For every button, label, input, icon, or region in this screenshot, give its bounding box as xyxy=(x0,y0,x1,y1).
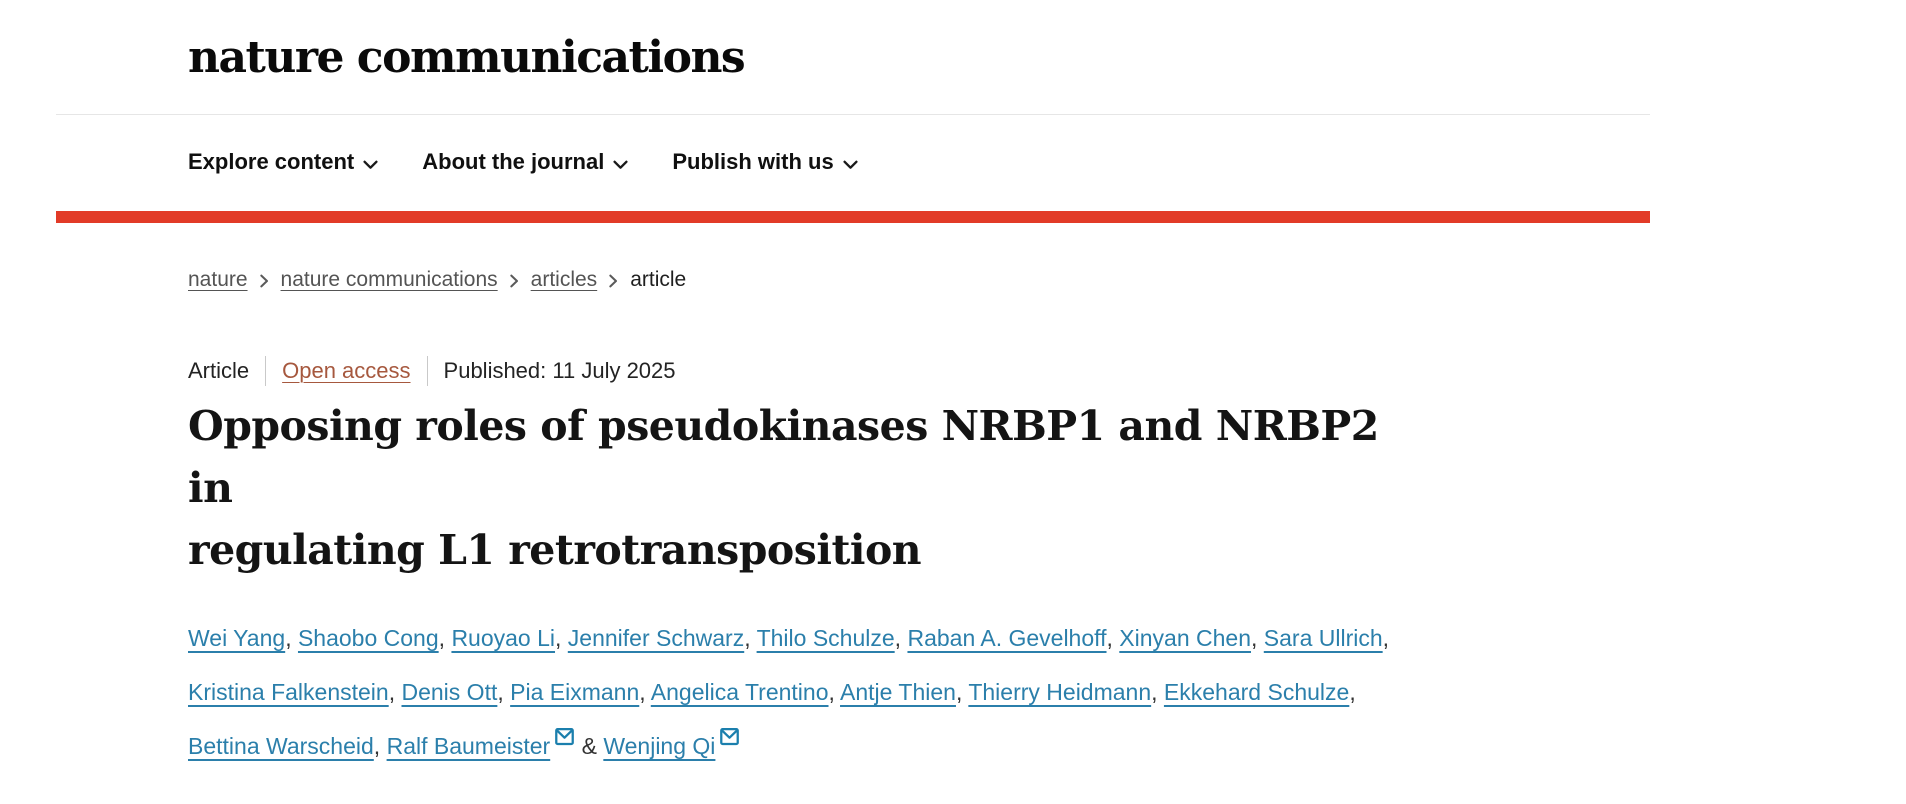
article-title: Opposing roles of pseudokinases NRBP1 an… xyxy=(56,395,1416,581)
author-item: Thierry Heidmann, xyxy=(968,679,1164,705)
nav-explore-content-label: Explore content xyxy=(188,148,355,174)
author-link[interactable]: Ekkehard Schulze xyxy=(1163,679,1350,705)
author-link[interactable]: Xinyan Chen xyxy=(1119,625,1251,651)
journal-logo[interactable]: nature communications xyxy=(188,32,746,83)
author-link[interactable]: Angelica Trentino xyxy=(650,679,829,705)
author-separator: , xyxy=(285,625,298,651)
author-separator: , xyxy=(828,679,841,705)
author-item: Xinyan Chen, xyxy=(1119,625,1263,651)
author-item: Jennifer Schwarz, xyxy=(568,625,757,651)
author-separator: , xyxy=(497,679,511,705)
main-nav: Explore content About the journal Publis… xyxy=(56,115,1650,211)
email-envelope-icon[interactable] xyxy=(719,712,740,766)
article-title-line-1: Opposing roles of pseudokinases NRBP1 an… xyxy=(188,402,1379,512)
author-separator: , xyxy=(1382,625,1390,651)
nav-publish-with-us[interactable]: Publish with us xyxy=(672,145,858,178)
chevron-down-icon xyxy=(363,148,378,178)
author-item: Wei Yang, xyxy=(188,625,298,651)
author-link[interactable]: Bettina Warscheid xyxy=(188,733,374,759)
author-separator: , xyxy=(744,625,757,651)
author-item: Wenjing Qi xyxy=(603,728,740,759)
author-separator: , xyxy=(555,625,568,651)
author-separator: , xyxy=(639,679,651,705)
author-link[interactable]: Ruoyao Li xyxy=(451,625,556,651)
author-item: Antje Thien, xyxy=(840,679,968,705)
author-item: Kristina Falkenstein, xyxy=(188,679,401,705)
chevron-right-icon xyxy=(259,274,269,288)
author-item: Raban A. Gevelhoff, xyxy=(907,625,1119,651)
author-separator: , xyxy=(1349,679,1356,705)
open-access-link[interactable]: Open access xyxy=(282,358,411,383)
email-envelope-icon[interactable] xyxy=(554,712,575,766)
breadcrumb-current: article xyxy=(630,268,687,291)
author-item: Sara Ullrich, xyxy=(1264,625,1389,651)
author-link[interactable]: Antje Thien xyxy=(840,679,956,705)
article-title-line-2: regulating L1 retrotransposition xyxy=(188,526,922,574)
author-link[interactable]: Ralf Baumeister xyxy=(386,733,551,759)
author-link[interactable]: Thierry Heidmann xyxy=(968,679,1152,705)
site-header: nature communications xyxy=(56,0,1650,115)
divider xyxy=(426,356,428,386)
chevron-right-icon xyxy=(509,274,519,288)
author-item: Thilo Schulze, xyxy=(757,625,908,651)
author-separator: , xyxy=(955,679,969,705)
nav-publish-with-us-label: Publish with us xyxy=(672,148,834,174)
author-separator: , xyxy=(1151,679,1164,705)
author-item: Ralf Baumeister & xyxy=(386,728,604,759)
author-item: Pia Eixmann, xyxy=(510,679,651,705)
nav-about-the-journal-label: About the journal xyxy=(422,148,605,174)
published-date: Published: 11 July 2025 xyxy=(443,358,676,383)
author-separator: & xyxy=(575,733,604,759)
author-item: Ekkehard Schulze, xyxy=(1164,679,1356,705)
author-link[interactable]: Jennifer Schwarz xyxy=(567,625,745,651)
author-list: Wei Yang, Shaobo Cong, Ruoyao Li, Jennif… xyxy=(56,611,1416,773)
author-item: Shaobo Cong, xyxy=(298,625,451,651)
author-separator: , xyxy=(373,733,387,759)
author-link[interactable]: Wenjing Qi xyxy=(603,733,716,759)
author-separator: , xyxy=(1251,625,1264,651)
author-link[interactable]: Kristina Falkenstein xyxy=(188,679,389,705)
brand-red-bar xyxy=(56,211,1650,223)
article-type-label: Article xyxy=(188,358,250,383)
author-separator: , xyxy=(388,679,402,705)
author-item: Denis Ott, xyxy=(401,679,510,705)
author-separator: , xyxy=(438,625,452,651)
breadcrumb-nature[interactable]: nature xyxy=(188,268,248,291)
article-meta: Article Open access Published: 11 July 2… xyxy=(56,355,1650,387)
author-link[interactable]: Thilo Schulze xyxy=(756,625,895,651)
author-item: Bettina Warscheid, xyxy=(188,733,387,759)
author-link[interactable]: Pia Eixmann xyxy=(510,679,640,705)
chevron-down-icon xyxy=(613,148,628,178)
author-link[interactable]: Denis Ott xyxy=(401,679,498,705)
breadcrumb-nature-communications[interactable]: nature communications xyxy=(280,268,498,291)
author-separator: , xyxy=(894,625,908,651)
author-item: Angelica Trentino, xyxy=(651,679,840,705)
author-separator: , xyxy=(1106,625,1120,651)
author-link[interactable]: Shaobo Cong xyxy=(297,625,439,651)
author-link[interactable]: Raban A. Gevelhoff xyxy=(907,625,1107,651)
divider xyxy=(265,356,267,386)
nav-about-the-journal[interactable]: About the journal xyxy=(422,145,628,178)
article-page: nature communications Explore content Ab… xyxy=(56,0,1650,804)
author-item: Ruoyao Li, xyxy=(451,625,567,651)
chevron-down-icon xyxy=(843,148,858,178)
author-link[interactable]: Sara Ullrich xyxy=(1263,625,1383,651)
nav-explore-content[interactable]: Explore content xyxy=(188,145,378,178)
breadcrumb-articles[interactable]: articles xyxy=(530,268,598,291)
chevron-right-icon xyxy=(609,274,618,288)
breadcrumb: nature nature communications articles ar… xyxy=(56,265,1650,295)
author-link[interactable]: Wei Yang xyxy=(188,625,286,651)
